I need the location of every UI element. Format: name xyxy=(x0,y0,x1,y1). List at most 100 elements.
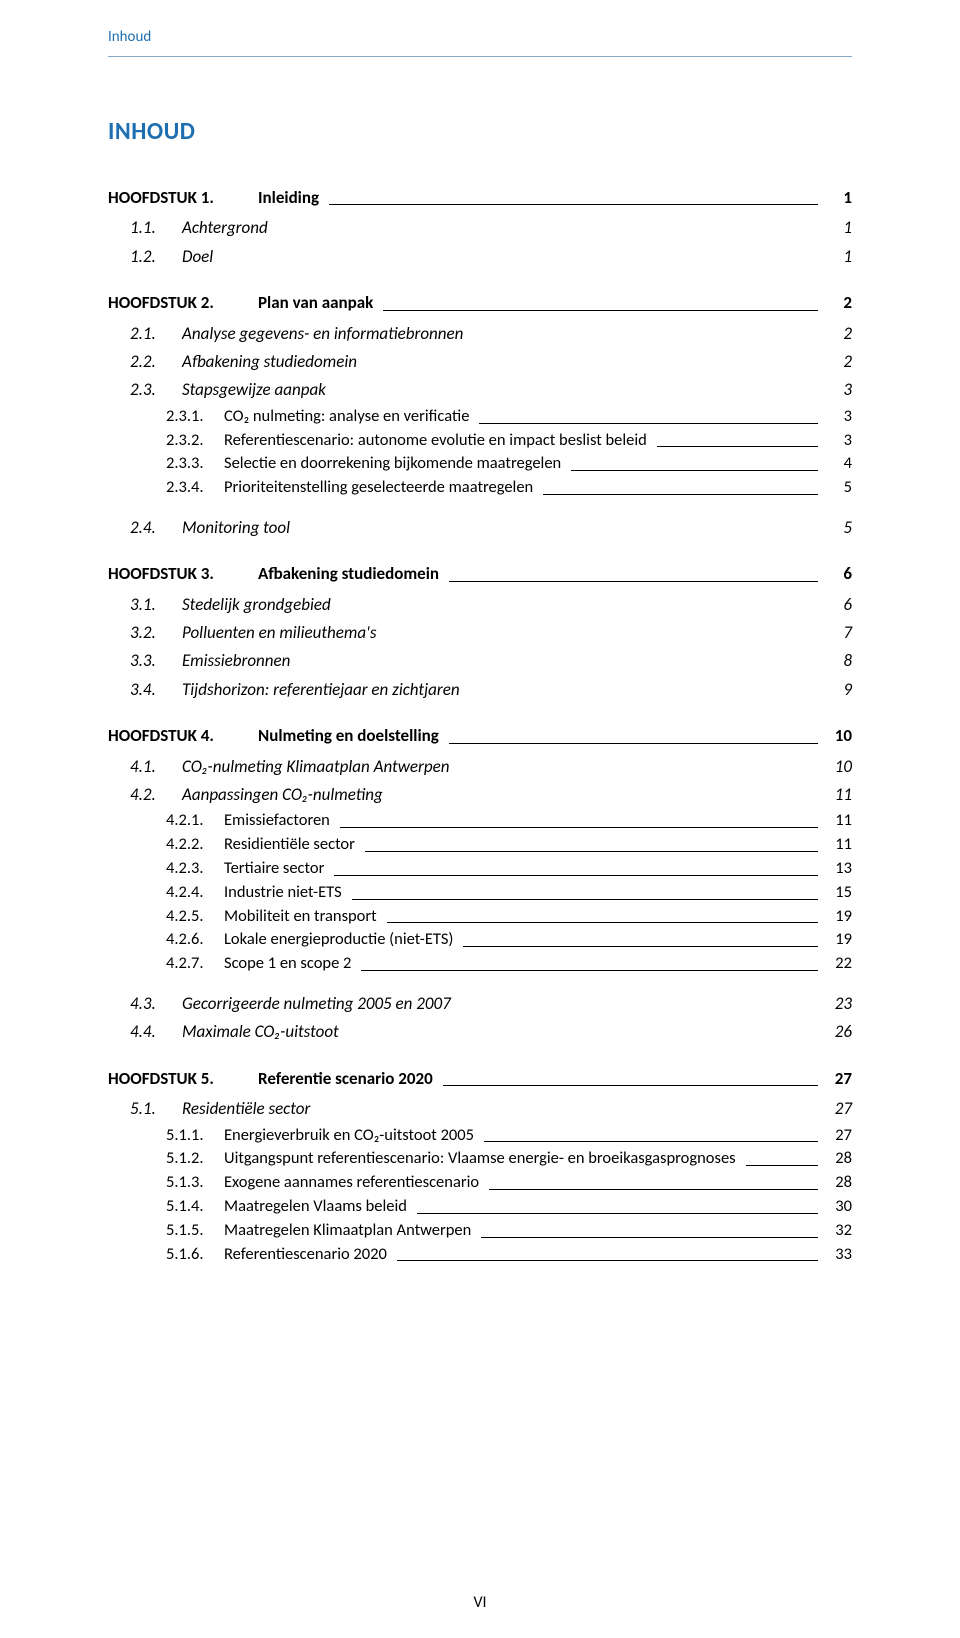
toc-entry-number: 4.2.2. xyxy=(166,835,224,855)
toc-entry-label: Referentiescenario: autonome evolutie en… xyxy=(224,431,651,451)
toc-entry-number: 4.1. xyxy=(130,757,182,777)
toc-entry-number: 3.1. xyxy=(130,595,182,615)
toc-entry-page: 3 xyxy=(822,407,852,427)
toc-entry-level2: 2.1.Analyse gegevens- en informatiebronn… xyxy=(108,324,852,344)
toc-entry-page: 26 xyxy=(822,1022,852,1042)
toc-entry-label: CO₂ nulmeting: analyse en verificatie xyxy=(224,407,473,427)
toc-entry-label: Referentiescenario 2020 xyxy=(224,1245,391,1265)
toc-entry-label: Monitoring tool xyxy=(182,518,294,538)
toc-entry-label: Exogene aannames referentiescenario xyxy=(224,1173,483,1193)
toc-entry-label: Polluenten en milieuthema's xyxy=(182,623,380,643)
toc-gap xyxy=(108,502,852,510)
toc-entry-level3: 2.3.1.CO₂ nulmeting: analyse en verifica… xyxy=(108,407,852,427)
toc-entry-level3: 4.2.7.Scope 1 en scope 222 xyxy=(108,954,852,974)
toc-entry-number: 2.3.1. xyxy=(166,407,224,427)
toc-leader xyxy=(361,970,818,971)
toc-entry-level3: 2.3.3.Selectie en doorrekening bijkomend… xyxy=(108,454,852,474)
toc-entry-page: 6 xyxy=(822,564,852,584)
toc-entry-number: 4.2.3. xyxy=(166,859,224,879)
toc-entry-page: 2 xyxy=(822,324,852,344)
toc-entry-page: 9 xyxy=(822,680,852,700)
toc-entry-label: Selectie en doorrekening bijkomende maat… xyxy=(224,454,565,474)
toc-entry-number: 3.4. xyxy=(130,680,182,700)
toc-entry-label: Industrie niet-ETS xyxy=(224,883,346,903)
toc-entry-page: 27 xyxy=(822,1069,852,1089)
toc-entry-number: 4.4. xyxy=(130,1022,182,1042)
toc-entry-level3: 4.2.2.Residientiële sector11 xyxy=(108,835,852,855)
toc-entry-page: 28 xyxy=(822,1173,852,1193)
toc-entry-page: 19 xyxy=(822,907,852,927)
toc-entry-level2: 1.1.Achtergrond1 xyxy=(108,218,852,238)
toc-entry-label: Maximale CO₂-uitstoot xyxy=(182,1022,343,1042)
toc-entry-number: 2.3.3. xyxy=(166,454,224,474)
toc-entry-number: HOOFDSTUK 3. xyxy=(108,564,258,584)
toc-gap xyxy=(108,978,852,986)
toc-entry-number: HOOFDSTUK 1. xyxy=(108,188,258,208)
toc-entry-label: Lokale energieproductie (niet-ETS) xyxy=(224,930,457,950)
toc-entry-page: 11 xyxy=(822,785,852,805)
toc-entry-page: 15 xyxy=(822,883,852,903)
toc-entry-page: 32 xyxy=(822,1221,852,1241)
toc-leader xyxy=(543,494,818,495)
toc-entry-label: Afbakening studiedomein xyxy=(258,564,443,584)
toc-leader xyxy=(484,1141,818,1142)
toc-entry-number: 4.2.4. xyxy=(166,883,224,903)
toc-entry-page: 3 xyxy=(822,380,852,400)
running-head: Inhoud xyxy=(108,28,852,46)
toc-leader xyxy=(481,1237,818,1238)
toc-entry-number: 5.1.2. xyxy=(166,1149,224,1169)
toc-entry-label: Uitgangspunt referentiescenario: Vlaamse… xyxy=(224,1149,740,1169)
toc-entry-page: 7 xyxy=(822,623,852,643)
toc-entry-number: 5.1.1. xyxy=(166,1126,224,1146)
toc-entry-label: Achtergrond xyxy=(182,218,272,238)
toc-entry-number: 4.2.6. xyxy=(166,930,224,950)
toc-entry-page: 13 xyxy=(822,859,852,879)
toc-entry-page: 4 xyxy=(822,454,852,474)
toc-entry-label: Plan van aanpak xyxy=(258,293,377,313)
toc-entry-level3: 4.2.6.Lokale energieproductie (niet-ETS)… xyxy=(108,930,852,950)
toc-entry-label: Referentie scenario 2020 xyxy=(258,1069,437,1089)
toc-entry-label: Maatregelen Vlaams beleid xyxy=(224,1197,411,1217)
toc-entry-page: 5 xyxy=(822,518,852,538)
toc-leader xyxy=(352,899,818,900)
doc-title: INHOUD xyxy=(108,117,852,146)
toc-entry-number: 2.2. xyxy=(130,352,182,372)
toc-entry-level2: 2.3.Stapsgewijze aanpak3 xyxy=(108,380,852,400)
toc-entry-label: Maatregelen Klimaatplan Antwerpen xyxy=(224,1221,475,1241)
toc-entry-level2: 3.3.Emissiebronnen8 xyxy=(108,651,852,671)
toc-entry-number: 4.2.5. xyxy=(166,907,224,927)
toc-entry-level2: 3.4.Tijdshorizon: referentiejaar en zich… xyxy=(108,680,852,700)
toc-entry-label: Aanpassingen CO₂-nulmeting xyxy=(182,785,387,805)
toc-entry-number: 2.3. xyxy=(130,380,182,400)
toc-entry-level3: 4.2.4.Industrie niet-ETS 15 xyxy=(108,883,852,903)
toc-entry-label: Afbakening studiedomein xyxy=(182,352,361,372)
toc-entry-page: 1 xyxy=(822,188,852,208)
toc-entry-number: 2.3.4. xyxy=(166,478,224,498)
toc-entry-level2: 1.2.Doel1 xyxy=(108,247,852,267)
toc-entry-level2: 4.1.CO₂-nulmeting Klimaatplan Antwerpen1… xyxy=(108,757,852,777)
toc-entry-level3: 2.3.4.Prioriteitenstelling geselecteerde… xyxy=(108,478,852,498)
toc-entry-level3: 5.1.2.Uitgangspunt referentiescenario: V… xyxy=(108,1149,852,1169)
toc-entry-label: Emissiefactoren xyxy=(224,811,334,831)
toc-entry-number: 2.3.2. xyxy=(166,431,224,451)
toc-entry-level2: 2.2.Afbakening studiedomein2 xyxy=(108,352,852,372)
toc-entry-page: 3 xyxy=(822,431,852,451)
toc-entry-number: 2.1. xyxy=(130,324,182,344)
toc-entry-number: 1.1. xyxy=(130,218,182,238)
toc-entry-level3: 4.2.1.Emissiefactoren11 xyxy=(108,811,852,831)
toc-entry-number: 4.2.1. xyxy=(166,811,224,831)
toc-gap xyxy=(108,1049,852,1057)
toc-entry-label: Residientiële sector xyxy=(224,835,359,855)
toc-entry-label: Nulmeting en doelstelling xyxy=(258,726,443,746)
toc-entry-page: 27 xyxy=(822,1099,852,1119)
toc-entry-page: 10 xyxy=(822,757,852,777)
toc-entry-level2: 4.3.Gecorrigeerde nulmeting 2005 en 2007… xyxy=(108,994,852,1014)
toc-entry-label: Inleiding xyxy=(258,188,323,208)
toc-entry-number: HOOFDSTUK 5. xyxy=(108,1069,258,1089)
toc-entry-level1: HOOFDSTUK 1.Inleiding 1 xyxy=(108,188,852,208)
toc-entry-label: Energieverbruik en CO₂-uitstoot 2005 xyxy=(224,1126,478,1146)
toc-entry-level2: 3.2.Polluenten en milieuthema's7 xyxy=(108,623,852,643)
toc-entry-page: 30 xyxy=(822,1197,852,1217)
toc-entry-level3: 5.1.3.Exogene aannames referentiescenari… xyxy=(108,1173,852,1193)
toc-entry-level1: HOOFDSTUK 4.Nulmeting en doelstelling10 xyxy=(108,726,852,746)
